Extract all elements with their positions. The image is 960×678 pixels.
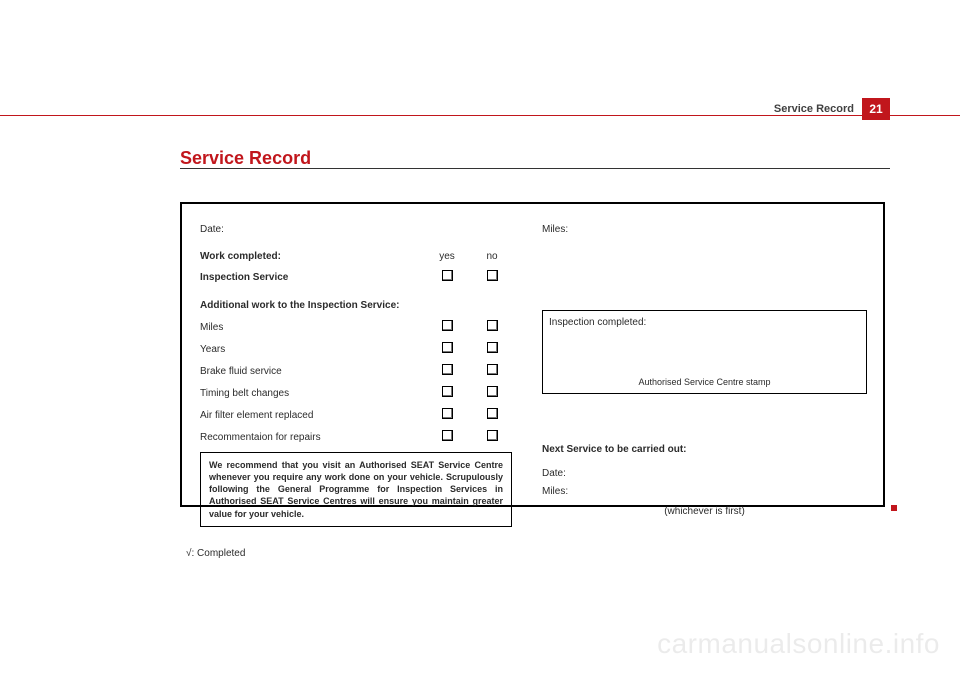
brake-label: Brake fluid service	[200, 366, 422, 377]
timing-label: Timing belt changes	[200, 388, 422, 399]
next-miles-label: Miles:	[542, 486, 867, 504]
checkbox	[422, 320, 472, 334]
recommendation-box: We recommend that you visit an Authorise…	[200, 452, 512, 527]
miles-row: Miles	[200, 316, 512, 338]
checkbox	[472, 408, 512, 422]
years-row: Years	[200, 338, 512, 360]
years-label: Years	[200, 344, 422, 355]
col-no: no	[472, 251, 512, 262]
brake-row: Brake fluid service	[200, 360, 512, 382]
next-date-label: Date:	[542, 468, 867, 486]
recomm-label: Recommentaion for repairs	[200, 432, 422, 443]
date-row: Date:	[200, 218, 512, 240]
miles-label: Miles	[200, 322, 422, 333]
work-completed-label: Work completed:	[200, 251, 422, 262]
additional-heading-row: Additional work to the Inspection Servic…	[200, 294, 512, 316]
additional-heading: Additional work to the Inspection Servic…	[200, 300, 512, 311]
left-column: Date: Work completed: yes no Inspection …	[182, 204, 522, 537]
header-label: Service Record	[774, 103, 854, 115]
stamp-caption: Authorised Service Centre stamp	[543, 377, 866, 387]
checkbox	[472, 364, 512, 378]
checkbox	[422, 342, 472, 356]
watermark: carmanualsonline.info	[657, 628, 940, 660]
airfilter-row: Air filter element replaced	[200, 404, 512, 426]
inspection-service-row: Inspection Service	[200, 266, 512, 288]
title-rule	[180, 168, 890, 169]
timing-row: Timing belt changes	[200, 382, 512, 404]
service-record-panel: Date: Work completed: yes no Inspection …	[180, 202, 885, 507]
red-square-icon	[891, 505, 897, 511]
inspection-service-label: Inspection Service	[200, 272, 422, 283]
next-service-label: Next Service to be carried out:	[542, 444, 867, 462]
recomm-row: Recommentaion for repairs	[200, 426, 512, 448]
right-column: Miles: Inspection completed: Authorised …	[532, 204, 883, 527]
stamp-box: Inspection completed: Authorised Service…	[542, 310, 867, 394]
footnote-completed: √: Completed	[186, 548, 245, 559]
checkbox	[472, 320, 512, 334]
checkbox	[422, 430, 472, 444]
checkbox	[472, 342, 512, 356]
airfilter-label: Air filter element replaced	[200, 410, 422, 421]
top-rule	[0, 115, 960, 116]
checkbox	[422, 386, 472, 400]
checkbox	[422, 408, 472, 422]
stamp-title: Inspection completed:	[549, 317, 860, 328]
section-title: Service Record	[180, 148, 311, 169]
checkbox	[422, 270, 472, 284]
page-number-badge: 21	[862, 98, 890, 120]
next-service-block: Next Service to be carried out: Date: Mi…	[542, 444, 867, 517]
header-right: Service Record 21	[774, 98, 890, 120]
miles-top-label: Miles:	[542, 224, 867, 235]
checkbox	[472, 386, 512, 400]
checkbox	[472, 270, 512, 284]
work-completed-row: Work completed: yes no	[200, 246, 512, 266]
miles-top-row: Miles:	[542, 218, 867, 240]
checkbox	[422, 364, 472, 378]
col-yes: yes	[422, 251, 472, 262]
date-label: Date:	[200, 224, 512, 235]
checkbox	[472, 430, 512, 444]
whichever-first: (whichever is first)	[542, 506, 867, 517]
